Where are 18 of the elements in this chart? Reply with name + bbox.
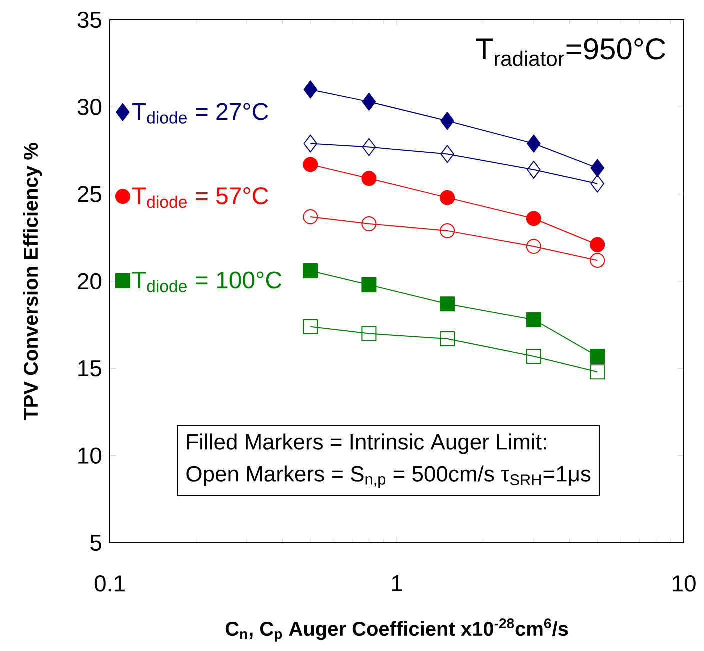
y-tick-label: 15	[78, 360, 102, 377]
y-tick-label: 30	[78, 99, 102, 116]
y-tick-label: 25	[78, 186, 102, 202]
x-tick-label: 0.1	[94, 576, 125, 592]
text: C$_{n}$, C$_{p}$ Auger Coefficient x10$^{-28}$cm$^{6}$/s	[226, 618, 568, 642]
y-tick-label: 35	[78, 12, 102, 28]
x-tick-label: 10	[672, 576, 696, 592]
legend-label: T$_{diode}$ = 27°C	[132, 103, 268, 124]
annotation: Open Markers = S$_{n,p}$ = 500cm/s τ$_{SRH}$=1μs	[186, 466, 591, 488]
y-tick-label: 5	[90, 534, 102, 552]
annotation: Filled Markers = Intrinsic Auger Limit:	[187, 434, 546, 454]
y-tick-label: 10	[78, 448, 102, 464]
legend-label: T$_{diode}$ = 100°C	[132, 272, 282, 292]
y-axis-title: TPV Conversion Efficiency %	[23, 143, 42, 420]
x-tick-label: 1	[392, 576, 402, 592]
legend-label: T$_{diode}$ = 57°C	[132, 187, 268, 208]
y-tick-label: 20	[78, 273, 102, 290]
annotation: T$_{radiator}$=950°C	[476, 38, 666, 66]
